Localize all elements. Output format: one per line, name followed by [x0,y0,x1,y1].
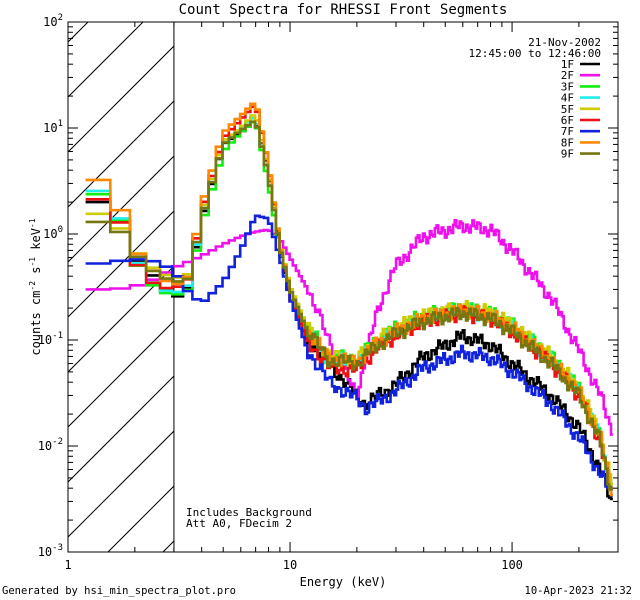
legend-label-7f: 7F [561,125,574,138]
x-tick-label: 1 [64,558,71,572]
time-range-label: 12:45:00 to 12:46:00 [469,47,601,60]
y-tick-label: 102 [43,13,63,29]
x-tick-label: 10 [283,558,297,572]
series-line-5f [85,114,613,486]
series-line-2f [85,219,613,436]
x-tick-label: 100 [501,558,523,572]
hatch-line [68,265,174,373]
y-tick-label: 10-2 [38,437,63,453]
hatch-line [68,22,144,98]
legend-label-8f: 8F [561,136,574,149]
hatch-line [68,375,174,483]
y-axis-label-mid2: keV [29,228,43,257]
hatch-line [273,22,640,552]
hatch-line [68,210,174,318]
hatch-line [68,100,174,208]
series-line-9f [85,120,613,491]
hatch-line [68,430,174,538]
hatch-line [68,22,89,43]
plot-frame [67,21,619,553]
chart-title: Count Spectra for RHESSI Front Segments [179,2,508,18]
hatch-line [328,22,640,552]
series-line-3f [85,120,613,492]
date-label: 21-Nov-2002 [528,36,601,49]
series-line-1f [85,120,613,501]
legend-label-2f: 2F [561,69,574,82]
series-line-8f [85,102,613,497]
legend-label-6f: 6F [561,114,574,127]
y-tick-label: 10-1 [38,331,63,347]
series-line-6f [85,105,613,491]
axis-ticks [67,21,619,553]
annotation-attenuator: Att A0, FDecim 2 [186,517,292,530]
y-axis-label: counts cm-2 s-1 keV-1 [28,218,43,355]
hatch-line [68,155,174,263]
series-line-7f [85,214,613,497]
x-axis-label: Energy (keV) [300,575,387,589]
legend-label-3f: 3F [561,80,574,93]
y-axis-label-exp3: -1 [28,218,37,228]
legend-label-1f: 1F [561,58,574,71]
legend-label-4f: 4F [561,92,574,105]
y-tick-label: 10-3 [38,543,63,559]
annotation-background: Includes Background [186,506,312,519]
legend-label-5f: 5F [561,103,574,116]
hatch-line [68,45,174,153]
hatched-region [68,22,640,552]
series-line-4f [85,117,613,485]
y-tick-label: 101 [43,119,63,135]
generated-by-footer: Generated by hsi_min_spectra_plot.pro [2,585,236,597]
y-axis-label-exp2: -1 [28,257,37,267]
y-axis-label-base: counts cm [29,291,43,356]
y-axis-label-mid: s [29,267,43,281]
hatch-line [68,320,174,428]
y-axis-label-exp1: -2 [28,281,37,291]
hatch-line [218,22,640,552]
timestamp-footer: 10-Apr-2023 21:32 [525,585,632,597]
legend-label-9f: 9F [561,148,574,161]
y-tick-label: 100 [43,225,63,241]
